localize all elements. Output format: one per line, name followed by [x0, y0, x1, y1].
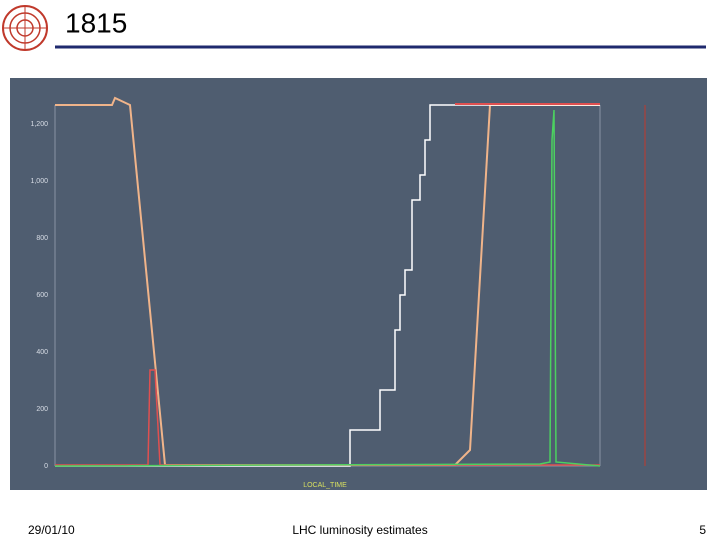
- y-axis-label: 1,000: [30, 178, 48, 185]
- page-number: 5: [699, 523, 706, 537]
- footer-date: 29/01/10: [28, 523, 75, 537]
- footer-title: LHC luminosity estimates: [292, 523, 427, 537]
- y-axis-label: 200: [36, 406, 48, 413]
- curve: [55, 104, 600, 467]
- x-axis-title: LOCAL_TIME: [303, 482, 347, 489]
- logo: [2, 5, 48, 51]
- chart-screenshot: [10, 78, 707, 490]
- chart-background: [10, 78, 707, 490]
- y-axis-labels: 1,200 1,000 800 600 400 200 0: [30, 121, 48, 470]
- y-axis-label: 800: [36, 235, 48, 242]
- slide-title: 1815: [65, 7, 127, 38]
- y-axis-label: 0: [44, 463, 48, 470]
- y-axis-label: 400: [36, 349, 48, 356]
- curve: [54, 109, 601, 467]
- y-axis-label: 1,200: [30, 121, 48, 128]
- y-axis-label: 600: [36, 292, 48, 299]
